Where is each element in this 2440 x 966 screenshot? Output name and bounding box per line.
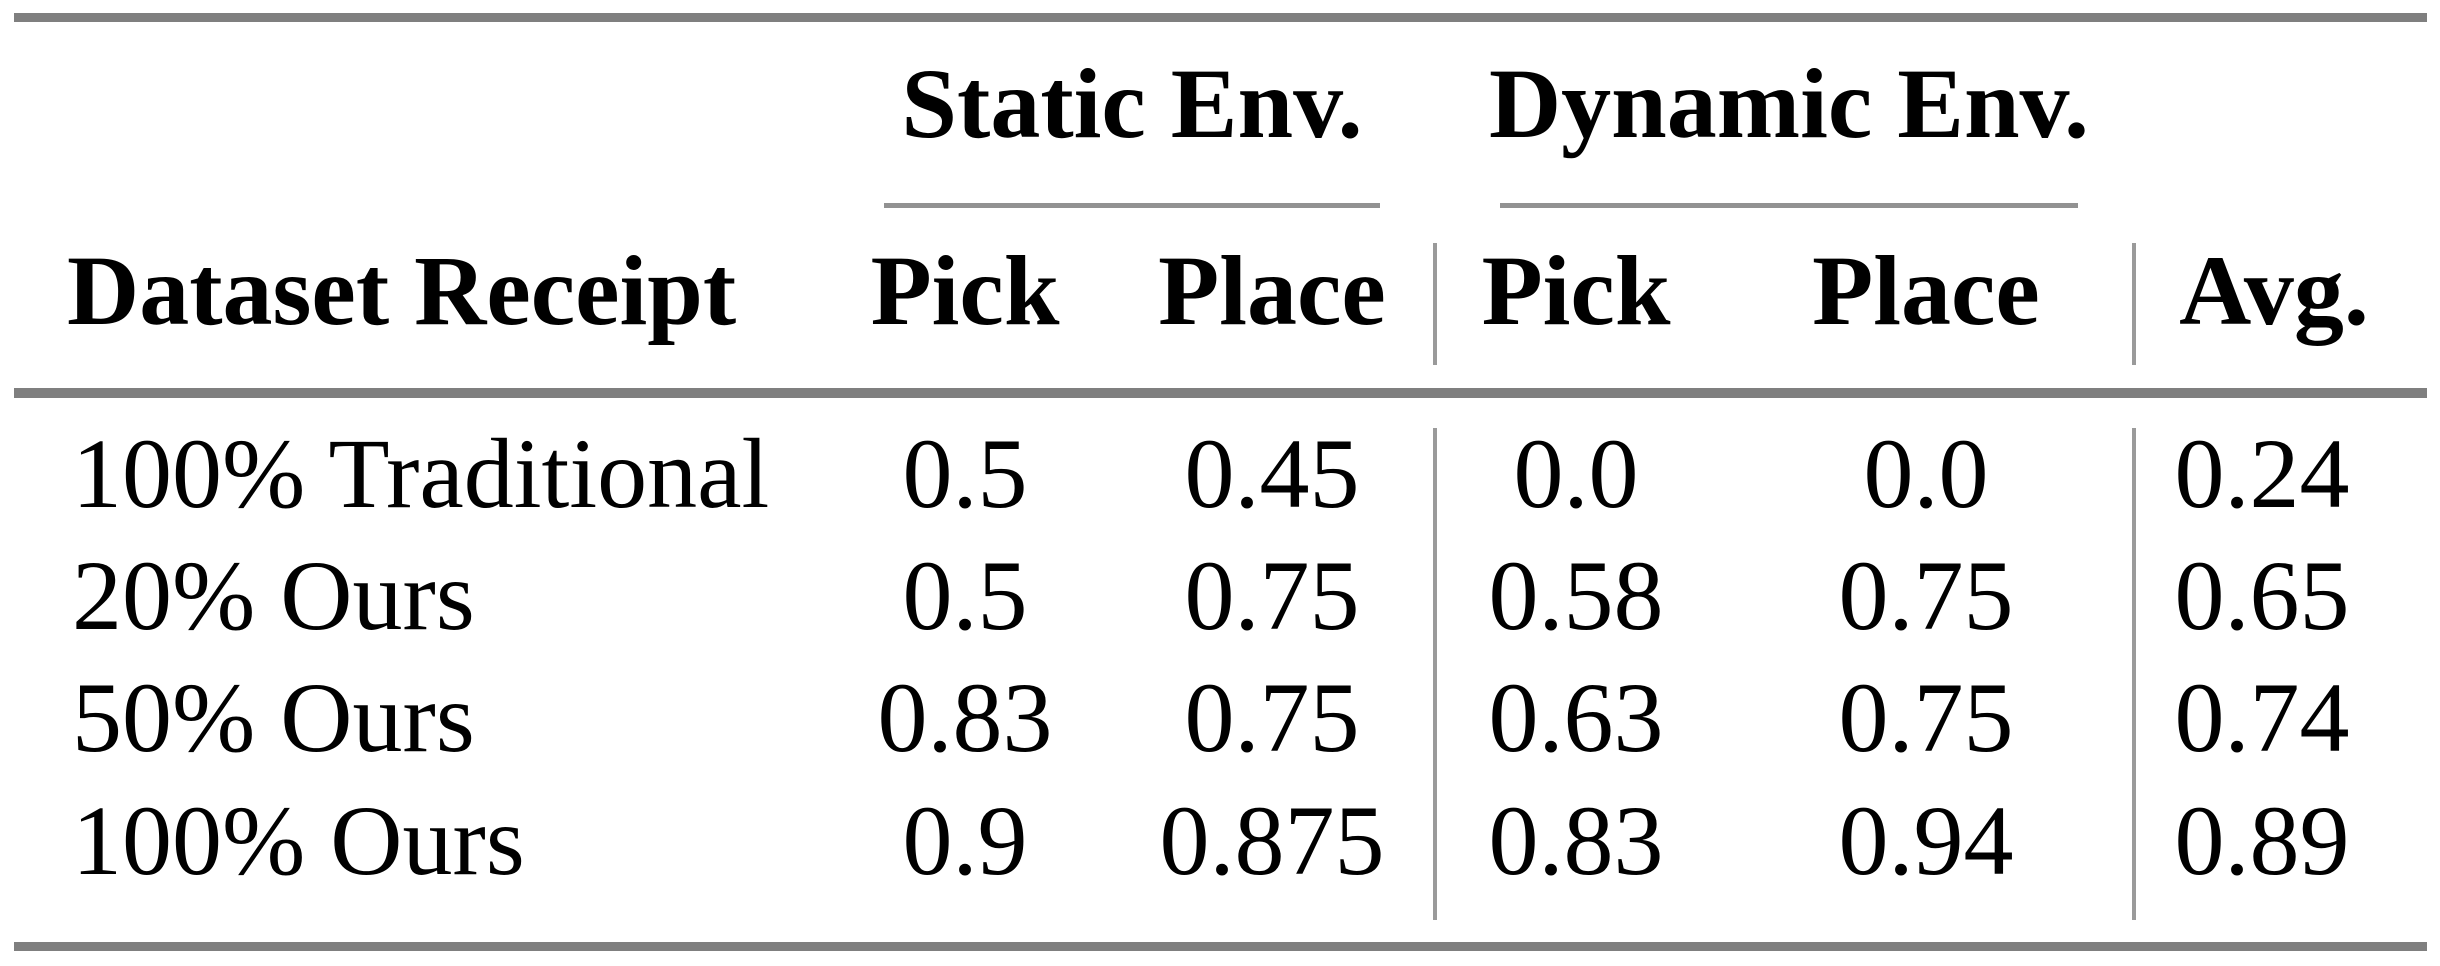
col-header-avg: Avg. bbox=[2179, 235, 2369, 346]
separator-dynamic-body bbox=[1433, 428, 1437, 920]
cell-dynamic-pick: 0.0 bbox=[1513, 418, 1639, 529]
separator-dynamic-header bbox=[1433, 243, 1437, 365]
group-header-static-env: Static Env. bbox=[901, 48, 1363, 159]
cell-static-pick: 0.83 bbox=[877, 662, 1053, 773]
cell-avg: 0.65 bbox=[2174, 540, 2350, 651]
cell-dynamic-place: 0.75 bbox=[1838, 540, 2014, 651]
col-header-dynamic-place: Place bbox=[1812, 235, 2040, 346]
row-label: 20% Ours bbox=[72, 540, 475, 651]
header-divider-rule bbox=[14, 388, 2427, 398]
top-rule bbox=[14, 13, 2427, 22]
row-label: 50% Ours bbox=[72, 662, 475, 773]
bottom-rule bbox=[14, 942, 2427, 951]
col-header-dynamic-pick: Pick bbox=[1481, 235, 1671, 346]
cell-avg: 0.24 bbox=[2174, 418, 2350, 529]
dynamic-env-underline bbox=[1500, 203, 2078, 208]
cell-static-pick: 0.9 bbox=[902, 785, 1028, 896]
cell-dynamic-pick: 0.83 bbox=[1488, 785, 1664, 896]
cell-static-pick: 0.5 bbox=[902, 540, 1028, 651]
row-label: 100% Traditional bbox=[72, 418, 770, 529]
col-header-static-pick: Pick bbox=[870, 235, 1060, 346]
cell-dynamic-pick: 0.63 bbox=[1488, 662, 1664, 773]
cell-dynamic-pick: 0.58 bbox=[1488, 540, 1664, 651]
cell-static-place: 0.75 bbox=[1184, 540, 1360, 651]
cell-dynamic-place: 0.75 bbox=[1838, 662, 2014, 773]
row-label: 100% Ours bbox=[72, 785, 525, 896]
cell-static-place: 0.45 bbox=[1184, 418, 1360, 529]
group-header-dynamic-env: Dynamic Env. bbox=[1488, 48, 2090, 159]
cell-avg: 0.74 bbox=[2174, 662, 2350, 773]
cell-static-pick: 0.5 bbox=[902, 418, 1028, 529]
col-header-static-place: Place bbox=[1158, 235, 1386, 346]
cell-dynamic-place: 0.0 bbox=[1863, 418, 1989, 529]
static-env-underline bbox=[884, 203, 1380, 208]
cell-dynamic-place: 0.94 bbox=[1838, 785, 2014, 896]
cell-static-place: 0.75 bbox=[1184, 662, 1360, 773]
separator-avg-header bbox=[2132, 243, 2136, 365]
col-header-dataset-receipt: Dataset Receipt bbox=[67, 235, 737, 346]
cell-avg: 0.89 bbox=[2174, 785, 2350, 896]
separator-avg-body bbox=[2132, 428, 2136, 920]
cell-static-place: 0.875 bbox=[1159, 785, 1385, 896]
